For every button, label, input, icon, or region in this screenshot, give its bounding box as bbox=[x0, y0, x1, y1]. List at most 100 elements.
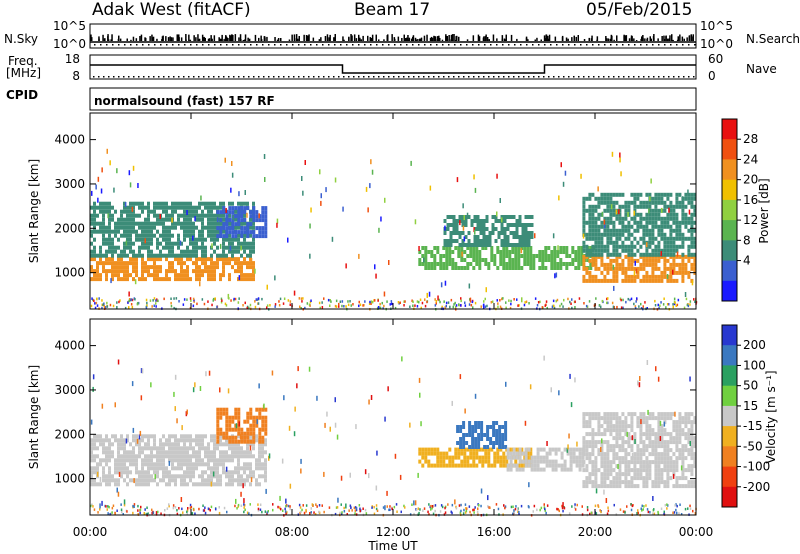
data-cell bbox=[678, 200, 682, 205]
data-cell bbox=[177, 253, 180, 258]
data-cell bbox=[240, 230, 244, 235]
data-cell bbox=[135, 482, 138, 487]
data-cell bbox=[105, 269, 108, 274]
noise-cell bbox=[574, 503, 576, 506]
data-cell bbox=[633, 204, 637, 209]
data-cell bbox=[147, 454, 150, 459]
data-cell bbox=[252, 261, 255, 266]
data-cell bbox=[460, 451, 464, 456]
data-cell bbox=[141, 474, 144, 479]
noise-cell bbox=[352, 303, 354, 306]
data-cell bbox=[648, 228, 652, 233]
data-cell bbox=[201, 470, 204, 475]
data-cell bbox=[93, 277, 96, 282]
data-cell bbox=[243, 482, 246, 487]
noise-cell bbox=[212, 299, 214, 302]
data-cell bbox=[606, 248, 610, 253]
data-cell bbox=[445, 254, 449, 258]
data-cell bbox=[493, 451, 497, 456]
data-cell bbox=[445, 266, 449, 270]
data-cell bbox=[615, 200, 619, 205]
data-cell bbox=[231, 458, 234, 463]
nsky-sample bbox=[534, 39, 536, 41]
noise-cell bbox=[544, 507, 546, 511]
data-cell bbox=[436, 246, 440, 250]
nave-dot bbox=[113, 76, 115, 78]
data-cell bbox=[228, 257, 231, 262]
noise-cell bbox=[469, 510, 471, 514]
noise-cell bbox=[672, 305, 674, 309]
noise-cell bbox=[321, 504, 323, 507]
noise-cell bbox=[375, 273, 377, 279]
nsky-sample bbox=[665, 35, 667, 41]
data-cell bbox=[663, 252, 667, 257]
data-cell bbox=[660, 236, 664, 241]
data-cell bbox=[612, 448, 616, 453]
noise-cell bbox=[435, 302, 437, 305]
data-cell bbox=[96, 462, 99, 467]
data-cell bbox=[93, 466, 96, 471]
data-cell bbox=[639, 412, 643, 417]
noise-cell bbox=[381, 301, 383, 305]
noise-cell bbox=[474, 187, 477, 193]
data-cell bbox=[578, 455, 582, 460]
data-cell bbox=[252, 234, 256, 239]
data-cell bbox=[192, 482, 195, 487]
data-cell bbox=[672, 436, 676, 441]
data-cell bbox=[147, 466, 150, 471]
data-cell bbox=[129, 221, 132, 226]
data-cell bbox=[675, 192, 679, 197]
data-cell bbox=[672, 240, 676, 245]
data-cell bbox=[198, 205, 201, 210]
data-cell bbox=[470, 243, 474, 247]
data-cell bbox=[180, 273, 183, 278]
noise-cell bbox=[557, 245, 559, 251]
noise-cell bbox=[375, 504, 378, 507]
noise-cell bbox=[684, 507, 687, 511]
freq-frame bbox=[89, 54, 697, 80]
noise-cell bbox=[370, 300, 373, 303]
noise-cell bbox=[276, 222, 278, 228]
noise-cell bbox=[576, 503, 578, 507]
data-cell bbox=[240, 269, 243, 274]
data-cell bbox=[612, 444, 616, 449]
data-cell bbox=[633, 412, 637, 417]
data-cell bbox=[210, 466, 213, 471]
data-cell bbox=[498, 433, 502, 437]
data-cell bbox=[495, 441, 499, 445]
data-cell bbox=[490, 246, 494, 250]
nsearch-dot bbox=[580, 44, 582, 46]
noise-cell bbox=[341, 304, 343, 308]
data-cell bbox=[457, 266, 461, 270]
noise-cell bbox=[105, 505, 107, 508]
data-cell bbox=[478, 459, 482, 464]
data-cell bbox=[681, 428, 685, 433]
data-cell bbox=[588, 270, 592, 275]
nsky-sample bbox=[151, 34, 153, 41]
data-cell bbox=[621, 480, 625, 485]
noise-cell bbox=[116, 306, 118, 309]
nsky-sample bbox=[195, 37, 197, 41]
nave-dot bbox=[148, 76, 150, 78]
noise-cell bbox=[137, 509, 139, 512]
noise-cell bbox=[556, 298, 559, 302]
data-cell bbox=[624, 212, 628, 217]
data-cell bbox=[144, 277, 147, 282]
data-cell bbox=[129, 213, 132, 218]
data-cell bbox=[529, 266, 533, 270]
data-cell bbox=[186, 462, 189, 467]
data-cell bbox=[261, 415, 265, 420]
nsky-sample bbox=[407, 35, 409, 41]
nave-dot bbox=[518, 76, 520, 78]
data-cell bbox=[138, 253, 141, 258]
data-cell bbox=[156, 257, 159, 262]
noise-cell bbox=[199, 281, 201, 287]
data-cell bbox=[108, 257, 111, 262]
noise-cell bbox=[480, 504, 482, 508]
nsky-sample bbox=[139, 36, 141, 41]
nsky-sample bbox=[623, 34, 625, 41]
data-cell bbox=[509, 451, 513, 456]
nsearch-dot bbox=[274, 44, 276, 46]
data-cell bbox=[681, 200, 685, 205]
